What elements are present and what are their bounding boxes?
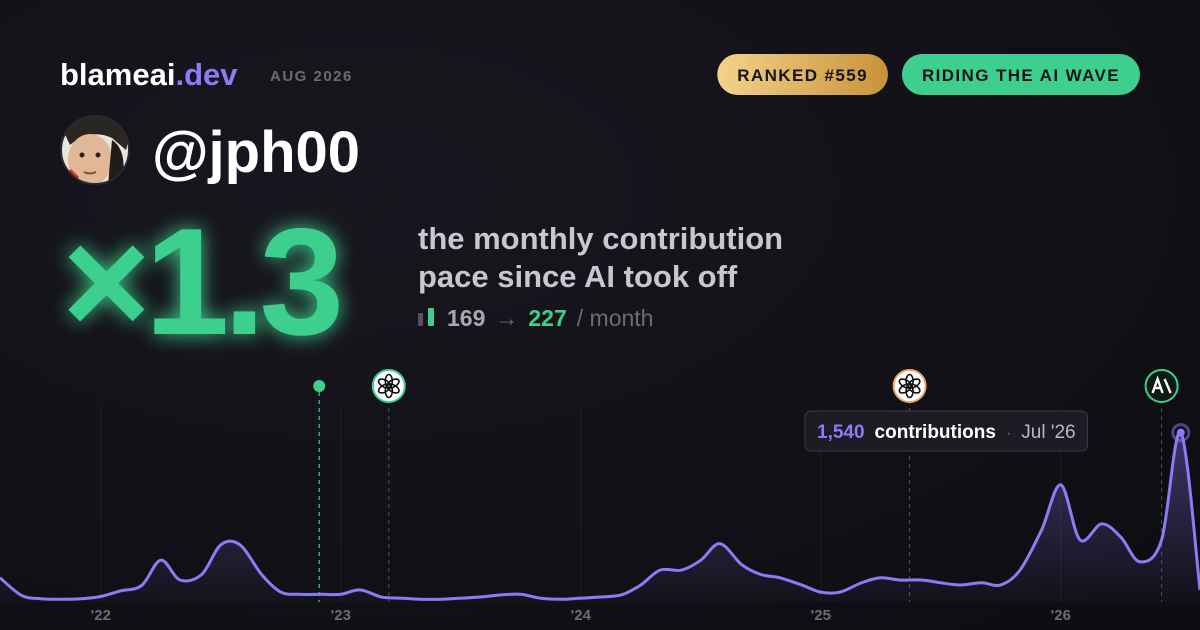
event-icon-bg (892, 369, 927, 403)
multiplier: ×1.3 (62, 197, 340, 367)
x-tick-label: '25 (811, 607, 831, 624)
chart: '22 '23 '24 '25 '26 1,540 contributions · Jul '2… (0, 369, 1200, 624)
tooltip-value-label: 1,540 (817, 422, 865, 443)
tooltip-box (804, 410, 1089, 452)
period: AUG 2026 (270, 68, 353, 85)
avatar (61, 116, 129, 184)
mini-bar (418, 313, 423, 326)
brand: blameai (60, 57, 175, 92)
pace-arrow: → (495, 305, 518, 331)
pace: 169 → 227 / month (447, 305, 653, 331)
badges: RIDING THE AI WAVE RANKED #559 (717, 54, 1140, 95)
avatar-ring (60, 115, 130, 185)
area (0, 432, 1200, 602)
brand-tld: .dev (175, 57, 238, 92)
event (371, 369, 406, 602)
pace-unit: / month (577, 305, 654, 331)
x-tick-label: '22 (91, 607, 111, 624)
event-icon (1151, 375, 1172, 394)
badge: RIDING THE AI WAVE (901, 54, 1140, 95)
event-icon-bg (1144, 369, 1179, 403)
badge: RANKED #559 (717, 54, 888, 95)
x-tick-label: '24 (571, 607, 592, 624)
event-icon (377, 378, 392, 389)
badge-label: RANKED #559 (737, 66, 868, 85)
event (1144, 369, 1179, 602)
x-tick-label: '23 (331, 607, 351, 624)
badge-bg (717, 54, 888, 95)
pace-after: 227 (528, 305, 566, 331)
tooltip-text: contributions (875, 422, 996, 443)
badge-label: RIDING THE AI WAVE (922, 66, 1120, 85)
mini-bar (428, 308, 434, 326)
badge-bg (901, 54, 1140, 95)
handle: @jph00 (152, 120, 360, 185)
event (313, 380, 326, 602)
event-icon-bg (371, 369, 406, 403)
caption-line: pace since AI took off (418, 259, 738, 294)
hover-dot (1176, 428, 1185, 437)
line (0, 431, 1200, 601)
tooltip-date: Jul '26 (1021, 422, 1075, 443)
event-icon (898, 378, 912, 389)
hover-ring (1171, 423, 1191, 443)
x-tick-label: '26 (1051, 607, 1071, 624)
tooltip-sep: · (1006, 425, 1011, 442)
caption-line: the monthly contribution (418, 221, 783, 256)
event-dot (313, 380, 326, 392)
pace-before: 169 (447, 305, 485, 331)
